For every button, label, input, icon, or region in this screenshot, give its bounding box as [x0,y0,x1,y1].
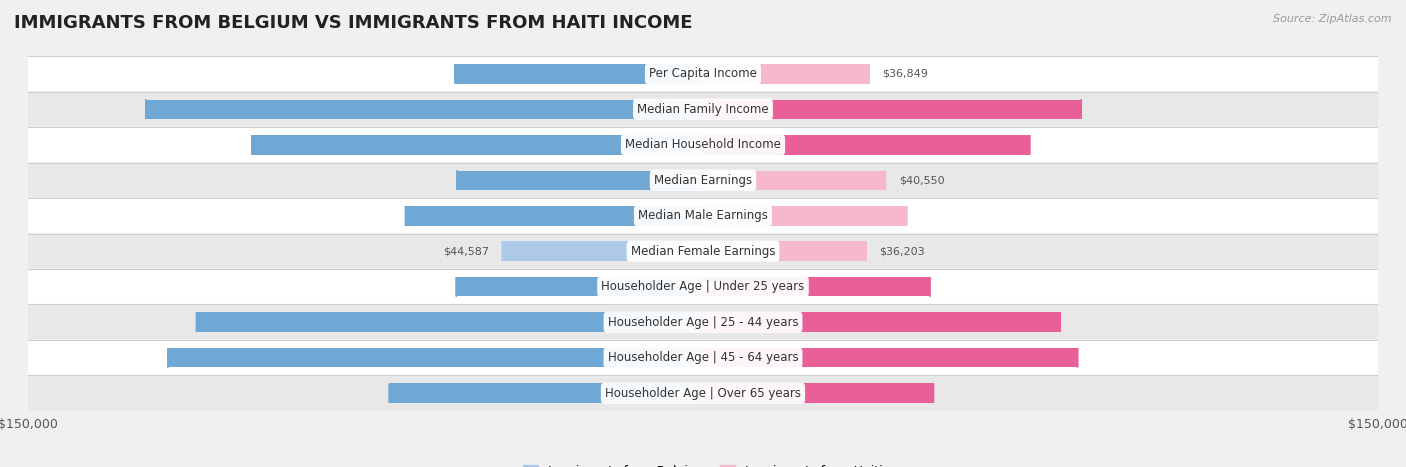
FancyBboxPatch shape [28,163,1378,197]
Text: $69,703: $69,703 [672,388,723,398]
Text: $66,125: $66,125 [673,211,724,221]
FancyBboxPatch shape [28,234,1378,268]
Text: Median Female Earnings: Median Female Earnings [631,245,775,258]
FancyBboxPatch shape [28,128,1378,162]
Text: $83,257: $83,257 [690,353,741,363]
Text: Householder Age | 25 - 44 years: Householder Age | 25 - 44 years [607,316,799,329]
Bar [457,170,703,190]
Text: Median Household Income: Median Household Income [626,138,780,151]
FancyBboxPatch shape [28,376,1378,410]
Bar [456,64,703,84]
Bar [703,170,886,190]
Text: $51,219: $51,219 [675,388,725,398]
Bar [703,64,869,84]
Text: Median Earnings: Median Earnings [654,174,752,187]
Bar [703,241,866,261]
Text: $45,266: $45,266 [672,211,723,221]
Bar [703,348,1077,368]
Bar [703,135,1029,155]
Text: $54,830: $54,830 [678,282,728,292]
Text: IMMIGRANTS FROM BELGIUM VS IMMIGRANTS FROM HAITI INCOME: IMMIGRANTS FROM BELGIUM VS IMMIGRANTS FR… [14,14,693,32]
Text: $100,306: $100,306 [658,140,716,150]
Text: $36,849: $36,849 [883,69,928,79]
FancyBboxPatch shape [28,57,1378,91]
Bar [703,277,929,297]
FancyBboxPatch shape [28,92,1378,126]
Bar [703,312,1060,332]
Text: Source: ZipAtlas.com: Source: ZipAtlas.com [1274,14,1392,24]
FancyBboxPatch shape [28,270,1378,304]
Text: $54,679: $54,679 [679,175,730,185]
Text: $44,587: $44,587 [443,246,489,256]
Text: Householder Age | 45 - 64 years: Householder Age | 45 - 64 years [607,351,799,364]
Bar [457,277,703,297]
Text: Householder Age | Under 25 years: Householder Age | Under 25 years [602,280,804,293]
Text: $40,550: $40,550 [898,175,945,185]
Text: $123,831: $123,831 [647,104,706,114]
Text: Median Family Income: Median Family Income [637,103,769,116]
Bar [405,206,703,226]
Bar [703,99,1081,119]
Text: $84,018: $84,018 [690,104,741,114]
Text: Householder Age | Over 65 years: Householder Age | Over 65 years [605,387,801,400]
FancyBboxPatch shape [28,305,1378,339]
Bar [703,206,907,226]
Bar [167,348,703,368]
Bar [197,312,703,332]
Text: $79,391: $79,391 [688,317,738,327]
Text: $72,599: $72,599 [685,140,735,150]
Text: $55,082: $55,082 [678,69,728,79]
Text: $50,398: $50,398 [675,282,725,292]
Text: $112,575: $112,575 [652,317,710,327]
Text: Median Male Earnings: Median Male Earnings [638,209,768,222]
Bar [389,383,703,403]
Text: $36,203: $36,203 [879,246,925,256]
Text: Per Capita Income: Per Capita Income [650,67,756,80]
FancyBboxPatch shape [28,341,1378,375]
FancyBboxPatch shape [28,199,1378,233]
Bar [703,383,934,403]
Bar [252,135,703,155]
Text: $118,932: $118,932 [650,353,709,363]
Legend: Immigrants from Belgium, Immigrants from Haiti: Immigrants from Belgium, Immigrants from… [517,460,889,467]
Bar [146,99,703,119]
Bar [502,241,703,261]
